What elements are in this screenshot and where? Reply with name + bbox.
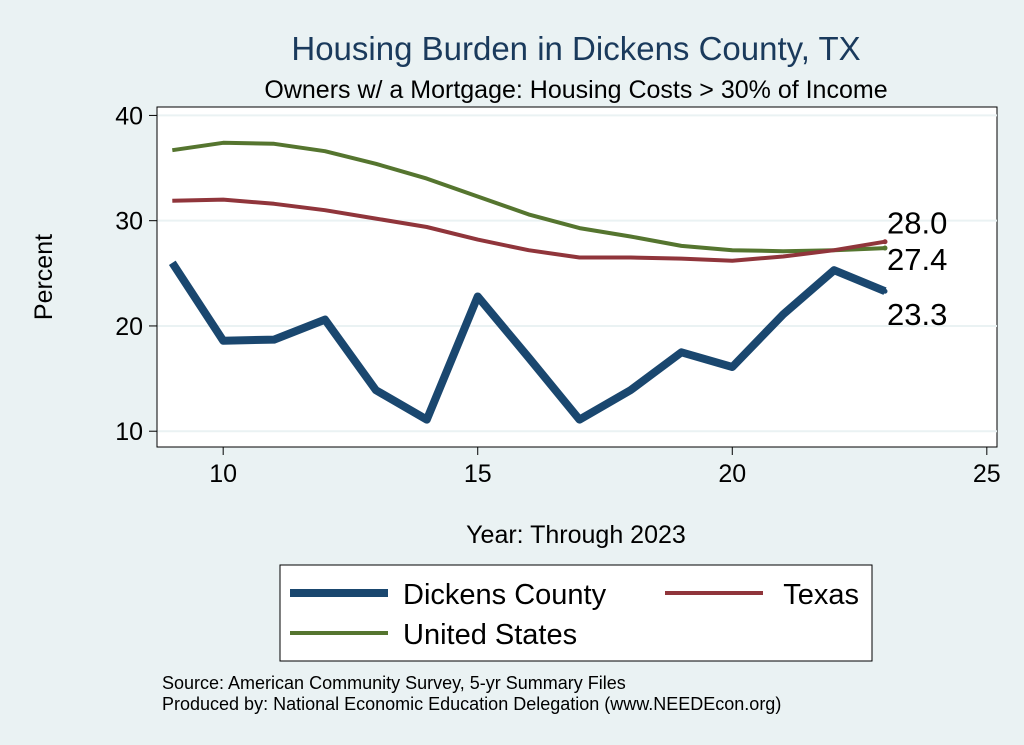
plot-area — [156, 106, 998, 448]
end-marker-united-states — [882, 245, 888, 251]
series-line-united-states — [172, 140, 886, 254]
end-label-dickens-county: 23.3 — [887, 297, 947, 332]
legend-label-dickens: Dickens County — [403, 579, 607, 611]
end-marker-texas — [882, 239, 888, 245]
axes: 10 20 30 40 10 15 20 25 — [115, 102, 1001, 488]
grid-lines — [157, 114, 997, 433]
series-line-texas — [172, 197, 886, 263]
chart-title: Housing Burden in Dickens County, TX — [291, 30, 860, 67]
series-layer — [168, 140, 887, 424]
y-axis-label: Percent — [30, 234, 58, 320]
end-labels: 23.3 28.027.4 — [882, 206, 947, 332]
y-tick-label-10: 10 — [115, 418, 143, 446]
x-tick-label-20: 20 — [718, 460, 746, 488]
series-line-dickens-county — [168, 260, 887, 424]
legend-label-texas: Texas — [783, 579, 859, 611]
end-label-united-states: 27.4 — [887, 242, 947, 277]
x-tick-label-25: 25 — [973, 460, 1001, 488]
y-tick-label-20: 20 — [115, 313, 143, 341]
x-tick-label-15: 15 — [464, 460, 492, 488]
chart-subtitle: Owners w/ a Mortgage: Housing Costs > 30… — [264, 76, 887, 104]
y-tick-label-40: 40 — [115, 102, 143, 130]
y-tick-label-30: 30 — [115, 208, 143, 236]
x-tick-label-10: 10 — [209, 460, 237, 488]
end-label-texas: 28.0 — [887, 206, 947, 241]
x-axis-label: Year: Through 2023 — [466, 521, 686, 549]
end-marker-dickens-county — [882, 288, 888, 294]
legend: Dickens County Texas United States — [279, 564, 873, 662]
legend-label-us: United States — [403, 619, 577, 651]
legend-box — [279, 564, 873, 662]
source-note: Source: American Community Survey, 5-yr … — [162, 673, 626, 693]
produced-by-note: Produced by: National Economic Education… — [162, 694, 781, 714]
